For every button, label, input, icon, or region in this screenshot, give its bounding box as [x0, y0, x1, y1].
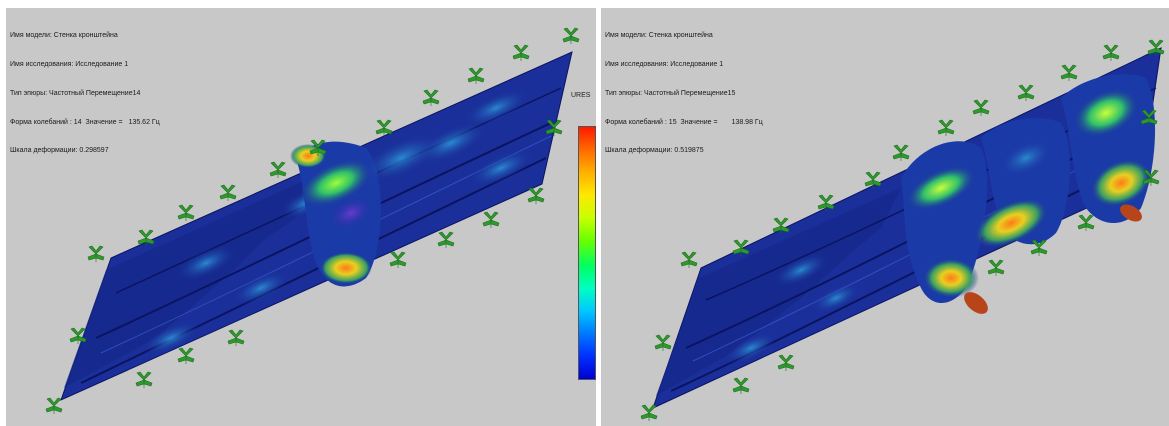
- left-plot-type: Тип эпюры: Частотный Перемещение14: [10, 89, 141, 97]
- viewport-divider: [596, 0, 601, 426]
- left-mode-value: 135.62 Гц: [128, 118, 160, 126]
- ures-color-legend: [578, 126, 596, 380]
- right-plot-type: Тип эпюры: Частотный Перемещение15: [605, 89, 736, 97]
- left-model-name: Имя модели: Стенка кронштейна: [10, 32, 118, 40]
- right-model-name: Имя модели: Стенка кронштейна: [605, 32, 713, 40]
- left-plot-info: Имя модели: Стенка кронштейна Имя исслед…: [10, 12, 160, 175]
- left-mode-row: Форма колебаний : 14 Значение = 135.62 Гц: [10, 118, 160, 128]
- left-mode-shape-plot: [45, 27, 580, 415]
- right-mode-shape-plot: [640, 39, 1165, 422]
- left-study-name: Имя исследования: Исследование 1: [10, 60, 129, 68]
- right-mode-label: Форма колебаний : 15 Значение =: [605, 118, 718, 126]
- legend-title: URES: [571, 92, 591, 99]
- right-mode-value: 138.98 Гц: [731, 118, 763, 126]
- left-mode-label: Форма колебаний : 14 Значение =: [10, 118, 123, 126]
- right-deform-scale: Шкала деформации: 0.519875: [605, 147, 704, 155]
- left-deform-scale: Шкала деформации: 0.298597: [10, 147, 109, 155]
- left-viewport[interactable]: Имя модели: Стенка кронштейна Имя исслед…: [6, 8, 596, 426]
- right-viewport[interactable]: Имя модели: Стенка кронштейна Имя исслед…: [601, 8, 1169, 426]
- right-plot-info: Имя модели: Стенка кронштейна Имя исслед…: [605, 12, 763, 175]
- right-study-name: Имя исследования: Исследование 1: [605, 60, 724, 68]
- right-mode-row: Форма колебаний : 15 Значение = 138.98 Гц: [605, 118, 763, 128]
